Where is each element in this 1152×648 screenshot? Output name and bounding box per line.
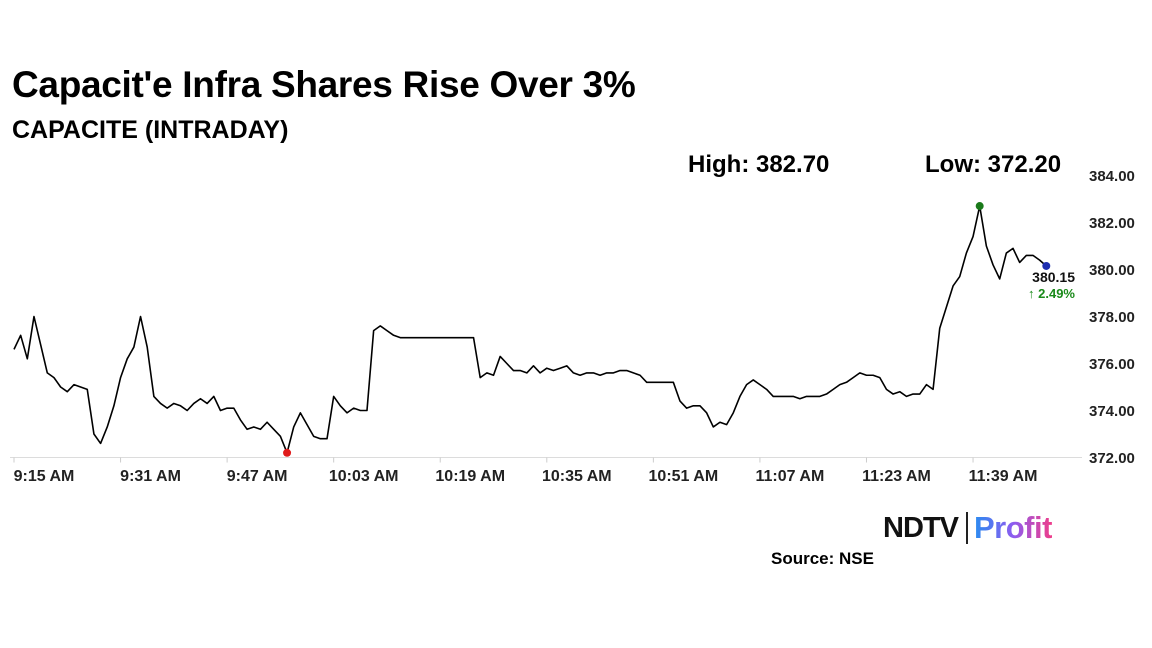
y-tick-label: 376.00 [1089,356,1135,373]
high-value-label: High: 382.70 [688,151,830,178]
x-tick-label: 11:07 AM [756,468,825,485]
source-note: Source: NSE [771,549,874,568]
price-line [13,205,1047,454]
y-tick-label: 382.00 [1089,215,1135,232]
x-tick-label: 10:19 AM [435,468,505,485]
y-tick-label: 380.00 [1089,262,1135,279]
x-tick-label: 10:35 AM [542,468,612,485]
y-tick-label: 372.00 [1089,450,1135,467]
high-marker [975,202,984,211]
ndtv-profit-logo: NDTV Profit [883,508,1052,548]
last-price-marker [1042,261,1051,270]
brand-ndtv: NDTV [883,511,959,544]
change-percent-label: ↑ 2.49% [1028,286,1075,301]
x-tick-label: 11:39 AM [969,468,1038,485]
last-price-label: 380.15 [1032,269,1075,285]
x-tick-label: 9:15 AM [14,468,75,485]
x-tick-label: 10:51 AM [649,468,719,485]
x-tick-label: 9:31 AM [120,468,181,485]
x-tick-label: 11:23 AM [862,468,931,485]
x-tick-label: 9:47 AM [227,468,288,485]
y-tick-label: 378.00 [1089,309,1135,326]
chart-title: Capacit'e Infra Shares Rise Over 3% [12,64,636,105]
low-value-label: Low: 372.20 [925,151,1062,178]
brand-separator [965,512,968,544]
brand-profit: Profit [973,510,1052,545]
y-tick-label: 384.00 [1089,168,1135,185]
x-tick-label: 10:03 AM [329,468,399,485]
y-tick-label: 374.00 [1089,403,1135,420]
low-marker [283,448,292,457]
chart-subtitle: CAPACITE (INTRADAY) [12,116,289,144]
